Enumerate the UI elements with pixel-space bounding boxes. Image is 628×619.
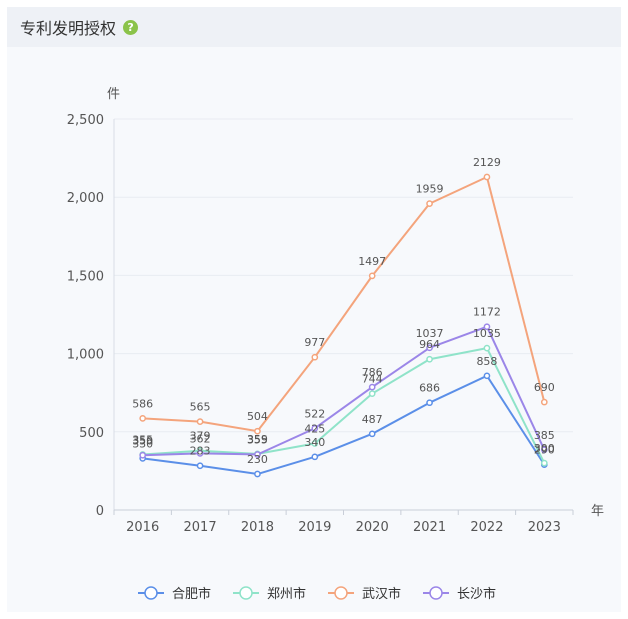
data-point [426,200,433,207]
data-label: 1037 [416,327,444,340]
data-label: 1959 [416,183,444,196]
legend-label: 武汉市 [362,586,401,602]
data-label: 686 [419,382,440,395]
data-label: 744 [362,373,383,386]
legend-label: 郑州市 [267,586,306,602]
data-label: 290 [534,444,555,457]
y-unit-label: 件 [107,87,120,102]
data-point [483,344,491,352]
data-label: 355 [132,433,153,446]
data-label: 300 [534,442,555,455]
x-tick-label: 2017 [184,520,217,535]
y-tick-label: 2,000 [67,191,104,206]
data-point [139,451,147,459]
y-tick-label: 2,500 [67,113,104,128]
data-point [139,414,147,422]
data-point [311,425,319,432]
data-point [254,451,261,458]
chart-panel: 专利发明授权 ? [7,7,621,612]
data-label: 964 [419,338,440,351]
data-point [311,453,319,461]
data-label: 330 [132,437,153,450]
data-label: 283 [190,445,211,458]
data-point [426,355,433,363]
data-point [483,173,491,181]
data-label: 340 [304,436,325,449]
data-label: 586 [132,397,153,410]
data-label: 487 [362,413,383,426]
data-label: 977 [304,336,325,349]
x-tick-label: 2023 [528,520,561,535]
data-labels: 330 283 230 340 487 686 858 290 355 379 359 425 744 9… [132,156,555,466]
data-label: 504 [247,410,268,423]
legend-label: 长沙市 [457,586,496,602]
data-label: 362 [190,432,211,445]
data-point [426,399,433,407]
x-axis: 2016 2017 2018 2019 2020 2021 2022 2023 [113,509,574,535]
data-label: 1497 [358,255,386,268]
question-circle-icon[interactable]: ? [123,19,139,35]
data-point [483,372,491,380]
data-point [311,353,319,361]
data-point [196,450,204,457]
data-point [254,470,261,478]
series-line [142,325,546,457]
data-label: 690 [534,381,555,394]
data-label: 350 [132,434,153,447]
series-line [142,176,546,433]
data-point [540,446,548,454]
y-tick-label: 0 [96,504,104,519]
legend-marker [144,586,158,600]
data-label: 786 [362,366,383,379]
data-label: 858 [476,355,497,368]
grid-lines [114,118,573,433]
x-tick-label: 2016 [126,520,159,535]
panel-header: 专利发明授权 ? [7,7,621,47]
y-tick-label: 1,000 [67,348,104,363]
data-label: 1035 [473,327,501,340]
data-label: 355 [247,433,268,446]
legend-label: 合肥市 [172,586,211,602]
series-line [142,374,546,476]
data-point [368,390,376,397]
x-tick-label: 2022 [470,520,503,535]
data-point [540,459,548,467]
data-point [311,440,319,447]
data-point [368,430,376,438]
y-tick-label: 1,500 [67,269,104,284]
series-line [142,347,546,464]
x-tick-label: 2019 [298,520,331,535]
data-point [254,427,261,435]
data-label: 230 [247,453,268,466]
data-point [426,344,433,352]
y-tick-label: 500 [79,426,104,441]
data-point [196,462,204,470]
y-axis: 0 500 1,000 1,500 2,000 2,500 [67,113,115,519]
legend-marker [334,586,348,600]
data-point [540,398,548,406]
data-label: 565 [190,401,211,414]
legend-marker [429,586,443,600]
x-tick-label: 2018 [241,520,274,535]
data-label: 1172 [473,306,501,319]
data-label: 425 [304,423,325,436]
series-group [139,173,548,478]
data-label: 2129 [473,156,501,169]
x-tick-label: 2021 [413,520,446,535]
data-label: 522 [304,407,325,420]
data-label: 385 [534,429,555,442]
x-tick-label: 2020 [356,520,389,535]
data-point [483,323,491,331]
chart-title: 专利发明授权 [20,19,117,38]
data-label: 359 [247,433,268,446]
legend-marker [239,586,253,600]
legend: 合肥市 郑州市 武汉市 长沙市 [138,586,496,602]
x-unit-label: 年 [591,504,604,519]
data-label: 379 [190,430,211,443]
data-point [368,272,376,280]
data-point [368,383,376,391]
data-point [196,418,204,425]
